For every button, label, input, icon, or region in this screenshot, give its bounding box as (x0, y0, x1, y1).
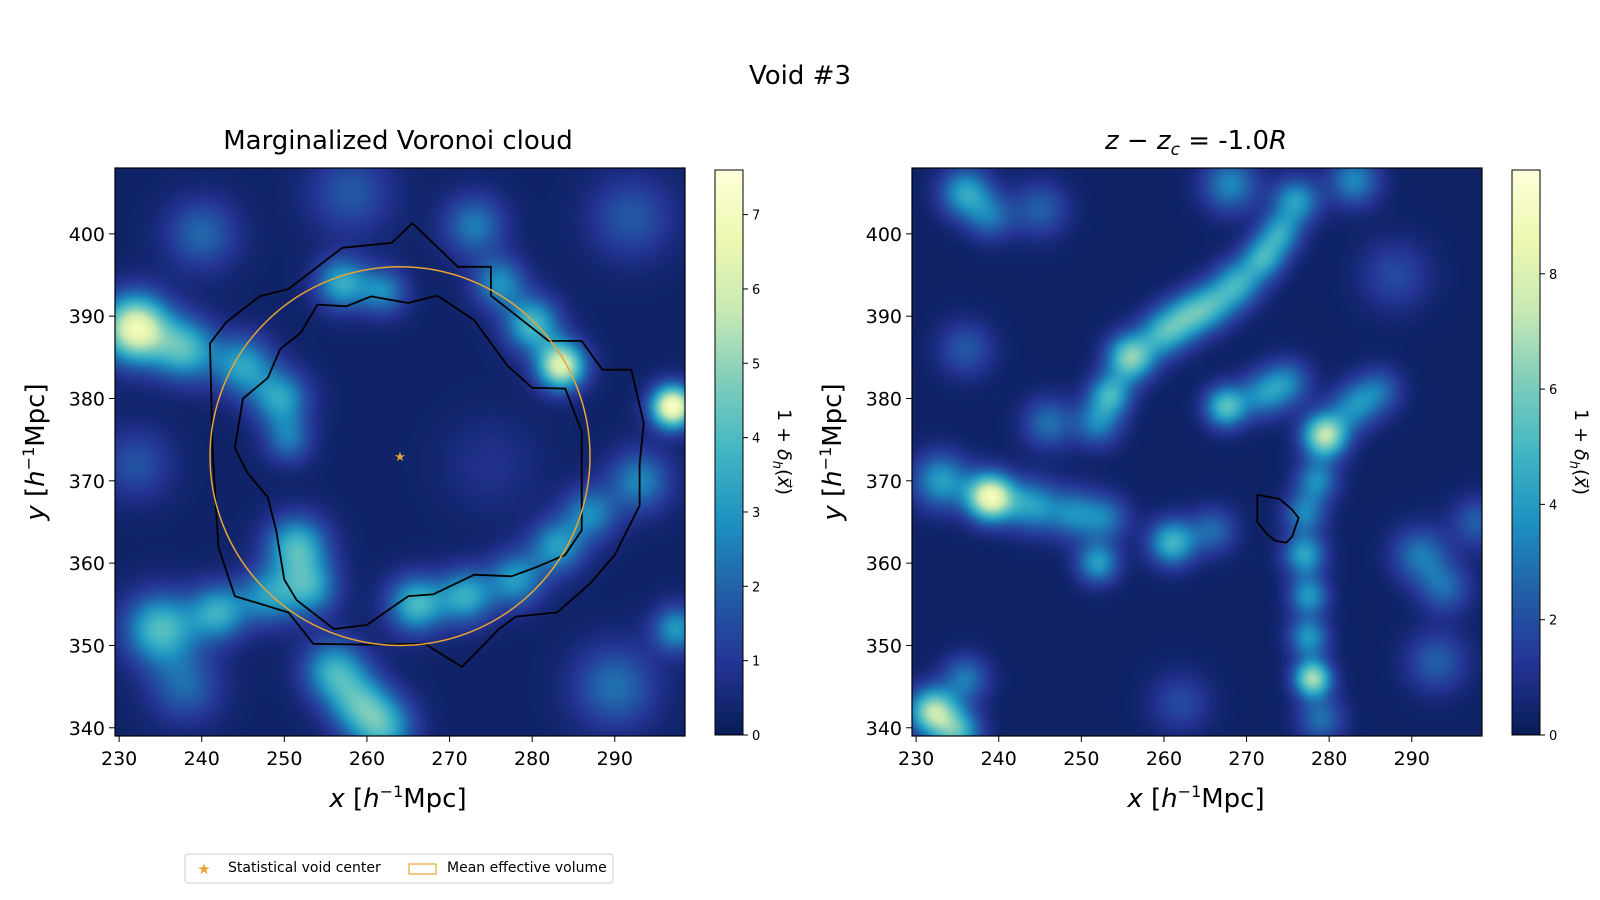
legend-item-void-center: Statistical void center (228, 860, 381, 876)
left-colorbar-label: 1 + δh(x⃗) (769, 409, 795, 495)
colorbar-tick-label: 4 (1549, 498, 1557, 513)
colorbar-tick-label: 3 (752, 506, 760, 521)
right-panel-title: z − zc = -1.0R (1104, 126, 1287, 160)
y-tick-label: 370 (69, 471, 105, 493)
left-overlay: ★ (209, 222, 645, 668)
x-tick-label: 260 (1146, 748, 1182, 770)
x-tick-label: 240 (184, 748, 220, 770)
y-tick-label: 390 (69, 306, 105, 328)
y-tick-label: 350 (866, 635, 902, 657)
right-x-ticks: 230 240 250 260 270 280 290 (898, 736, 1430, 770)
legend-frame (184, 853, 614, 884)
contour (1256, 493, 1300, 544)
right-panel: z − zc = -1.0R 230 240 250 260 270 280 290 340… (816, 126, 1592, 814)
x-tick-label: 250 (1063, 748, 1099, 770)
colorbar-tick-label: 2 (1549, 614, 1557, 629)
x-tick-label: 230 (898, 748, 934, 770)
colorbar-tick-label: 7 (752, 209, 760, 224)
y-tick-label: 400 (866, 224, 902, 246)
y-tick-label: 340 (866, 718, 902, 740)
left-y-axis-label: y [h−1Mpc] (19, 383, 51, 521)
colorbar-tick-label: 6 (1549, 383, 1557, 398)
x-tick-label: 240 (981, 748, 1017, 770)
y-tick-label: 390 (866, 306, 902, 328)
left-panel-title: Marginalized Voronoi cloud (223, 126, 573, 156)
y-tick-label: 380 (69, 388, 105, 410)
x-tick-label: 290 (597, 748, 633, 770)
colorbar-tick-label: 0 (1549, 729, 1557, 744)
right-x-axis-label: x [h−1Mpc] (1126, 782, 1264, 814)
colorbar-tick-label: 4 (752, 432, 760, 447)
colorbar-tick-label: 1 (752, 655, 760, 670)
y-tick-label: 370 (866, 471, 902, 493)
x-tick-label: 280 (1311, 748, 1347, 770)
left-colorbar (715, 170, 743, 735)
right-colorbar-frame (1511, 169, 1541, 736)
x-tick-label: 270 (1228, 748, 1264, 770)
colorbar-tick-label: 0 (752, 729, 760, 744)
left-colorbar-frame (714, 169, 744, 736)
void-center-star-icon: ★ (394, 450, 406, 465)
y-tick-label: 400 (69, 224, 105, 246)
legend-patch-icon (408, 863, 437, 875)
inner-contour (233, 294, 583, 630)
y-tick-label: 350 (69, 635, 105, 657)
y-tick-label: 360 (69, 553, 105, 575)
y-tick-label: 380 (866, 388, 902, 410)
colorbar-tick-label: 2 (752, 580, 760, 595)
right-colorbar-label: 1 + δh(x⃗) (1566, 409, 1592, 495)
x-tick-label: 260 (349, 748, 385, 770)
legend: ★ Statistical void center Mean effective… (184, 853, 614, 884)
right-plot-frame (911, 167, 1483, 737)
x-tick-label: 230 (101, 748, 137, 770)
right-y-axis-label: y [h−1Mpc] (816, 383, 848, 521)
legend-item-effective-volume: Mean effective volume (447, 860, 607, 876)
x-tick-label: 250 (266, 748, 302, 770)
left-colorbar-ticks: 0 1 2 3 4 5 6 7 (743, 209, 760, 744)
left-y-ticks: 340 350 360 370 380 390 400 (69, 224, 115, 740)
right-colorbar (1512, 170, 1540, 735)
right-density-map (912, 168, 1482, 736)
left-plot-frame (114, 167, 686, 737)
right-colorbar-ticks: 0 2 4 6 8 (1540, 268, 1557, 744)
x-tick-label: 270 (431, 748, 467, 770)
y-tick-label: 340 (69, 718, 105, 740)
x-tick-label: 290 (1394, 748, 1430, 770)
x-tick-label: 280 (514, 748, 550, 770)
right-overlay (1256, 493, 1300, 544)
legend-star-icon: ★ (197, 860, 210, 878)
colorbar-tick-label: 6 (752, 283, 760, 298)
left-x-ticks: 230 240 250 260 270 280 290 (101, 736, 633, 770)
mean-effective-volume-circle (209, 266, 591, 647)
right-y-ticks: 340 350 360 370 380 390 400 (866, 224, 912, 740)
figure-title: Void #3 (749, 61, 851, 91)
outer-contour (209, 222, 645, 668)
colorbar-tick-label: 8 (1549, 268, 1557, 283)
left-x-axis-label: x [h−1Mpc] (328, 782, 466, 814)
left-panel: Marginalized Voronoi cloud ★ 230 240 250 26… (19, 126, 795, 814)
colorbar-tick-label: 5 (752, 357, 760, 372)
y-tick-label: 360 (866, 553, 902, 575)
